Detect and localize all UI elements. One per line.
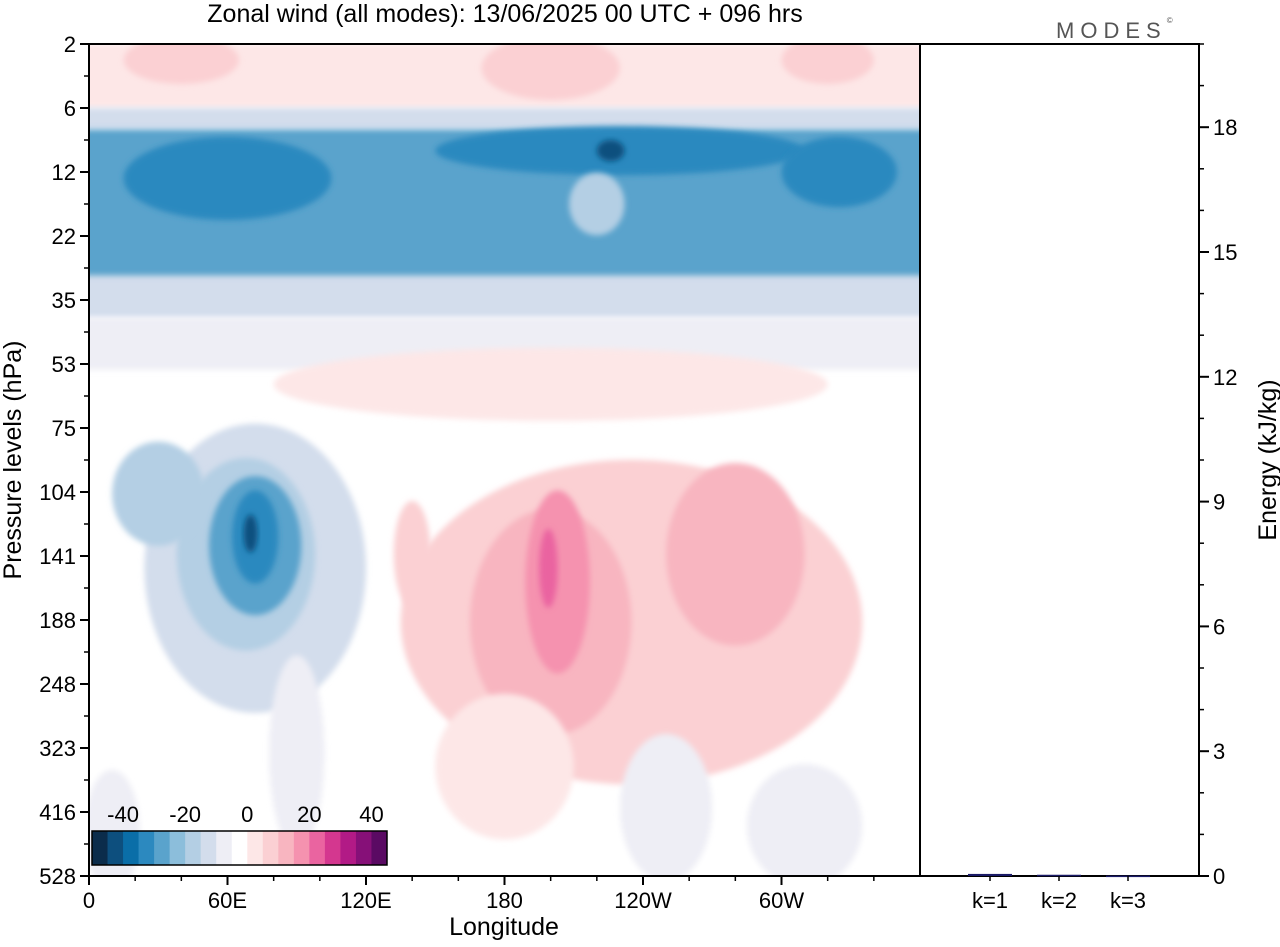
colorbar-label: 20 [297, 802, 321, 827]
y-tick-label: 528 [39, 864, 76, 889]
x-tick-label: 60W [759, 888, 804, 913]
colorbar-label: 40 [359, 802, 383, 827]
westerly-max [539, 528, 558, 608]
energy-tick-label: 15 [1213, 240, 1237, 265]
energy-bars: k=1 k=2 k=3 [968, 873, 1150, 913]
colorbar-swatch [138, 831, 155, 865]
colorbar-label: -20 [169, 802, 201, 827]
y-tick-label: 188 [39, 608, 76, 633]
colorbar-swatch [293, 831, 310, 865]
y-tick-label: 248 [39, 672, 76, 697]
strat-easterly-core-east [781, 136, 897, 208]
y-tick-label: 104 [39, 480, 76, 505]
y-tick-label: 323 [39, 736, 76, 761]
x-tick-label: 0 [83, 888, 95, 913]
pressure-axis: 2 6 12 22 35 53 75 104 141 188 248 323 416 528 [39, 32, 89, 889]
y-tick-label: 75 [52, 416, 76, 441]
x-tick-label: 60E [208, 888, 247, 913]
energy-category-label: k=1 [972, 888, 1008, 913]
y-tick-label: 6 [64, 96, 76, 121]
strat-transition-top [89, 108, 920, 130]
energy-tick-label: 6 [1213, 614, 1225, 639]
energy-tick-label: 9 [1213, 490, 1225, 515]
colorbar-swatch [247, 831, 264, 865]
colorbar-swatch [262, 831, 279, 865]
energy-tick-label: 18 [1213, 115, 1237, 140]
lower-trop-negative-3 [746, 764, 863, 876]
colorbar-swatch [200, 831, 217, 865]
colorbar-label: -40 [107, 802, 139, 827]
westerly-fringe [393, 500, 431, 608]
energy-tick-label: 0 [1213, 864, 1225, 889]
colorbar-swatch [309, 831, 326, 865]
colorbar-swatch [123, 831, 140, 865]
upper-strat-positive-2 [481, 44, 620, 100]
colorbar-swatch [231, 831, 248, 865]
westerly-mid-east [666, 462, 805, 646]
energy-category-label: k=3 [1110, 888, 1146, 913]
energy-category-label: k=2 [1041, 888, 1077, 913]
x-tick-label: 120E [340, 888, 391, 913]
y-axis-label: Pressure levels (hPa) [0, 341, 27, 580]
energy-panel-frame [919, 43, 1200, 877]
colorbar-swatch [169, 831, 186, 865]
energy-axis-label: Energy (kJ/kg) [1254, 379, 1280, 540]
tej-western-lobe [112, 441, 205, 546]
energy-tick-label: 12 [1213, 365, 1237, 390]
colorbar-swatch [154, 831, 171, 865]
colorbar-frame [91, 830, 388, 866]
modes-logo: MODES© [1056, 16, 1173, 43]
y-tick-label: 53 [52, 352, 76, 377]
colorbar-label: 0 [241, 802, 253, 827]
x-tick-label: 120W [614, 888, 672, 913]
colorbar-swatch [185, 831, 202, 865]
strat-easterly-core-west [123, 136, 332, 220]
lower-trop-negative-2 [619, 734, 713, 876]
colorbar-swatch [92, 831, 109, 865]
zonal-wind-field [89, 44, 920, 876]
tej-max [243, 514, 258, 553]
y-tick-label: 35 [52, 288, 76, 313]
tej-tail [269, 655, 325, 851]
energy-axis: 0 3 6 9 12 15 18 [1199, 43, 1237, 889]
colorbar-swatch [216, 831, 233, 865]
strat-easterly-max [596, 140, 625, 162]
y-tick-label: 141 [39, 544, 76, 569]
colorbar-swatch [371, 831, 388, 865]
energy-bar [1037, 874, 1081, 877]
colorbar-legend: -40 -20 0 20 40 [91, 802, 388, 866]
x-tick-label: 180 [486, 888, 523, 913]
y-tick-label: 416 [39, 800, 76, 825]
upper-strat-positive-3 [781, 44, 874, 84]
colorbar-swatch [355, 831, 372, 865]
lower-trop-positive [435, 693, 574, 840]
westerly-core [525, 490, 590, 674]
colorbar-swatch [278, 831, 295, 865]
lower-strat-positive [273, 347, 828, 421]
strat-weak-pocket [569, 172, 625, 236]
chart-title: Zonal wind (all modes): 13/06/2025 00 UT… [207, 0, 802, 28]
y-tick-label: 12 [52, 160, 76, 185]
colorbar-swatch [107, 831, 124, 865]
y-tick-label: 22 [52, 224, 76, 249]
upper-strat-positive-1 [123, 44, 240, 84]
longitude-axis: 0 60E 120E 180 120W 60W [83, 876, 875, 913]
colorbar-swatch [340, 831, 357, 865]
x-axis-label: Longitude [449, 913, 559, 941]
energy-tick-label: 3 [1213, 739, 1225, 764]
colorbar-swatch [324, 831, 341, 865]
y-tick-label: 2 [64, 32, 76, 57]
energy-bar [968, 873, 1012, 876]
